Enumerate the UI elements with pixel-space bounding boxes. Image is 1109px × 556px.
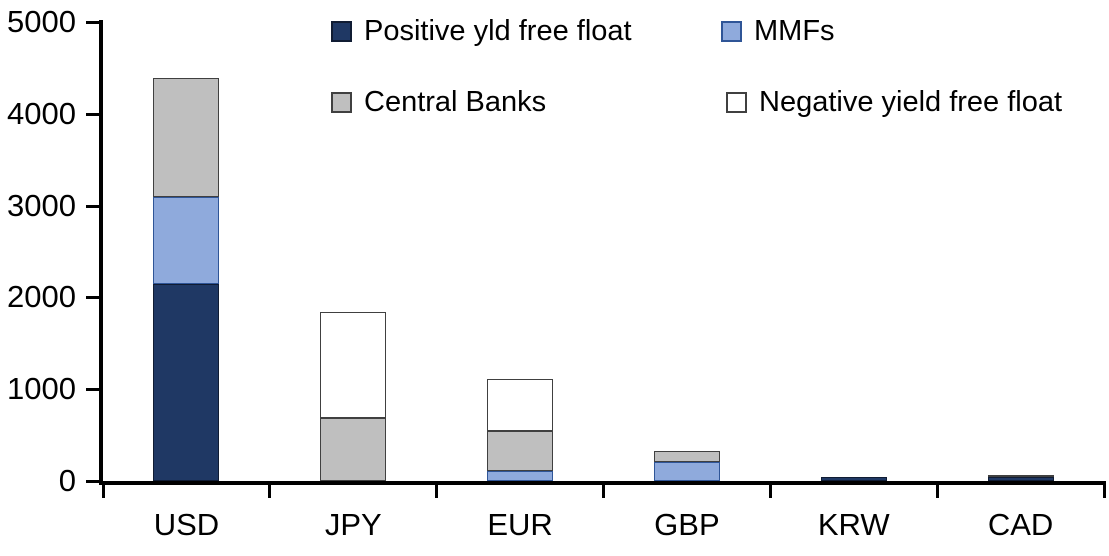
y-axis-tick bbox=[86, 204, 99, 208]
bar-segment-central-banks bbox=[653, 450, 720, 462]
legend-item-mmfs: MMFs bbox=[721, 17, 835, 46]
legend-item-positive-yld-free-float: Positive yld free float bbox=[331, 17, 632, 46]
x-axis-category-label: KRW bbox=[817, 507, 890, 542]
x-axis-category-label: JPY bbox=[324, 507, 382, 542]
y-axis-tick-label: 4000 bbox=[7, 95, 76, 131]
y-axis-tick bbox=[86, 21, 99, 24]
bar-segment-mmfs bbox=[487, 470, 554, 481]
bar-segment-central-banks bbox=[987, 475, 1054, 478]
x-axis-tick bbox=[435, 483, 439, 498]
bar-segment-positive-yld-free-float bbox=[153, 283, 220, 481]
bar-segment-positive-yld-free-float bbox=[820, 477, 887, 481]
x-axis-category-label: USD bbox=[153, 507, 220, 542]
x-axis-tick bbox=[101, 483, 105, 498]
bar-segment-mmfs bbox=[153, 197, 220, 284]
legend-swatch bbox=[331, 21, 352, 42]
bar-segment-mmfs bbox=[653, 461, 720, 481]
legend-swatch bbox=[331, 92, 352, 113]
y-axis-tick-label: 2000 bbox=[7, 279, 76, 315]
y-axis-tick bbox=[86, 480, 99, 483]
bar-segment-central-banks bbox=[487, 431, 554, 471]
legend-label: Positive yld free float bbox=[364, 15, 632, 47]
x-axis-tick bbox=[768, 483, 772, 498]
bar-segment-positive-yld-free-float bbox=[987, 477, 1054, 481]
y-axis-tick-label: 5000 bbox=[7, 4, 76, 39]
x-axis-tick bbox=[935, 483, 939, 498]
legend-swatch bbox=[726, 92, 747, 113]
x-axis-tick bbox=[268, 483, 272, 498]
legend-label: MMFs bbox=[754, 15, 835, 47]
legend-item-central-banks: Central Banks bbox=[331, 88, 546, 117]
legend-swatch bbox=[721, 21, 742, 42]
bar-segment-negative-yield-free-float bbox=[487, 379, 554, 432]
legend-item-negative-yield-free-float: Negative yield free float bbox=[726, 88, 1062, 117]
y-axis-tick bbox=[86, 296, 99, 300]
legend-label: Central Banks bbox=[364, 86, 547, 118]
bar-segment-central-banks bbox=[153, 77, 220, 198]
bar-segment-negative-yield-free-float bbox=[320, 312, 387, 418]
bar-segment-central-banks bbox=[320, 417, 387, 481]
y-axis-tick-label: 0 bbox=[58, 463, 76, 498]
legend-label: Negative yield free float bbox=[759, 86, 1063, 118]
x-axis-category-label: CAD bbox=[987, 507, 1054, 542]
y-axis-line bbox=[99, 20, 103, 485]
y-axis-tick bbox=[86, 112, 99, 116]
y-axis-tick-label: 1000 bbox=[7, 371, 76, 407]
y-axis-tick bbox=[86, 388, 99, 392]
x-axis-tick bbox=[1102, 483, 1106, 498]
x-axis-category-label: EUR bbox=[487, 507, 553, 542]
x-axis-category-label: GBP bbox=[654, 507, 720, 542]
y-axis-tick-label: 3000 bbox=[7, 187, 76, 223]
x-axis-tick bbox=[602, 483, 605, 498]
